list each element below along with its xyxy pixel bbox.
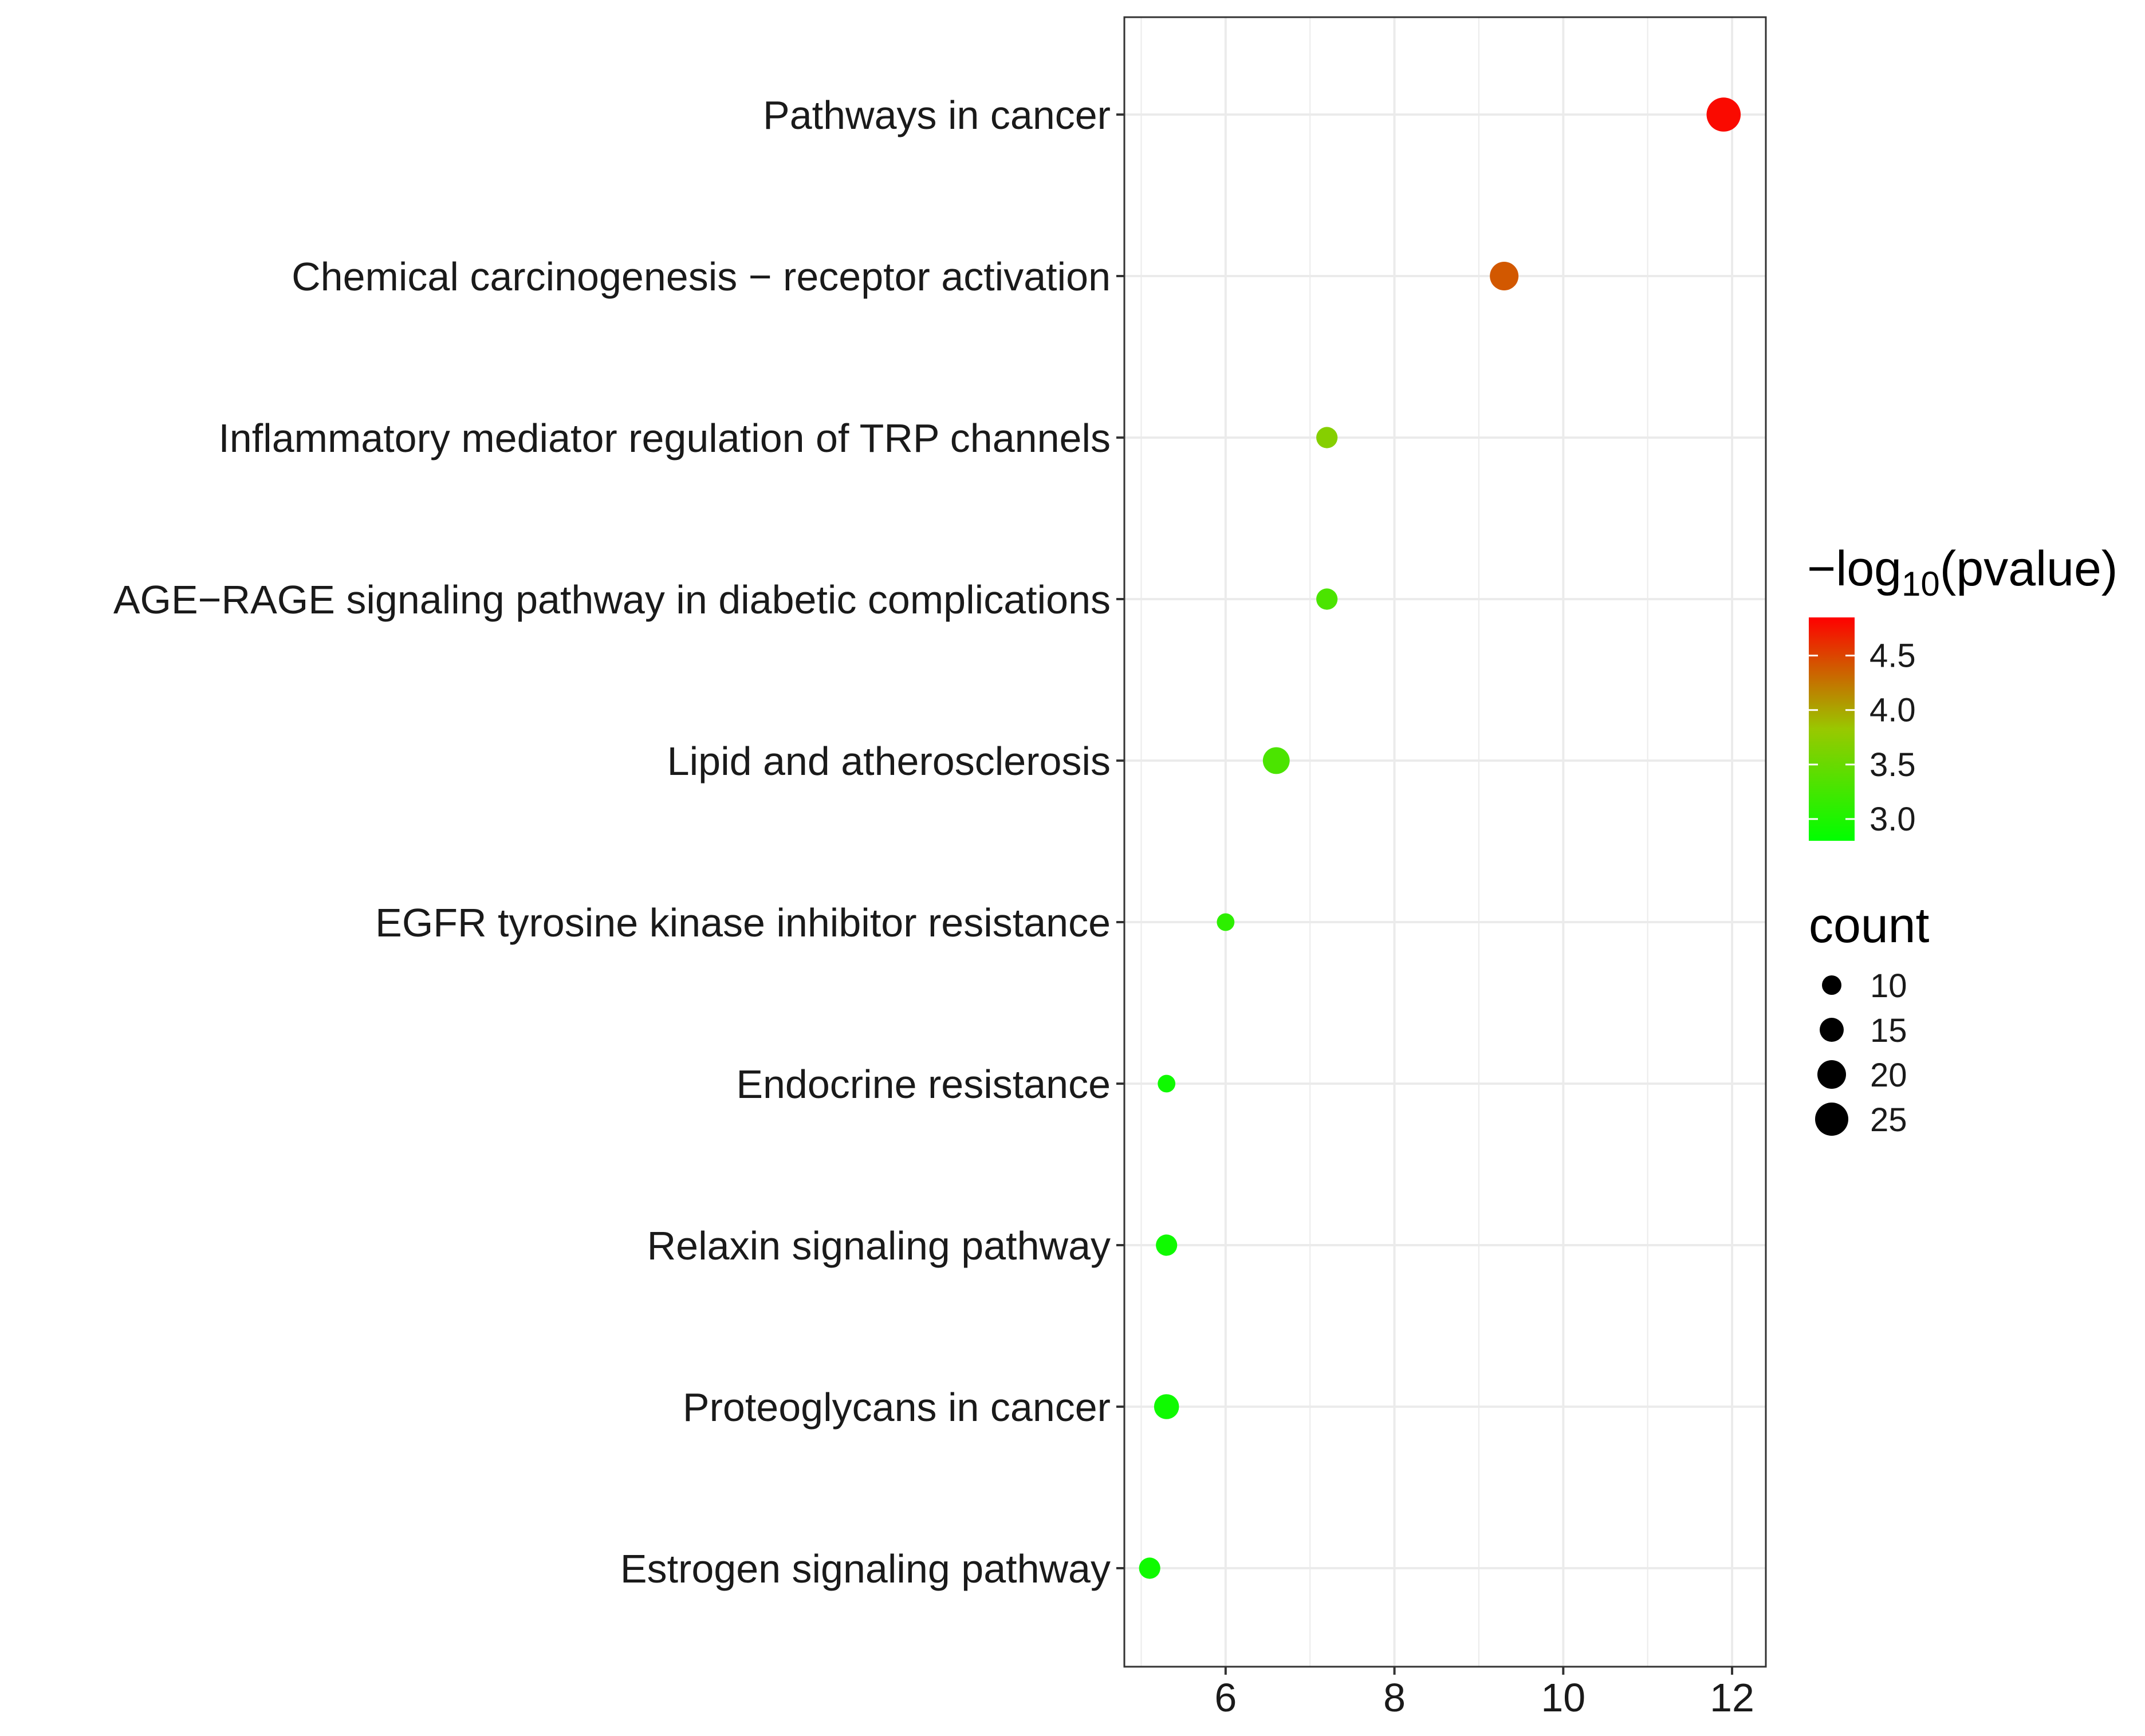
color-legend-title-tail: (pvalue) xyxy=(1940,541,2118,596)
plot-panel-border xyxy=(1123,16,1767,1668)
y-label-age-rage-signaling-pathway-in-diabetic-complications: AGE−RAGE signaling pathway in diabetic c… xyxy=(113,577,1111,622)
size-legend-dot-25 xyxy=(1815,1103,1848,1136)
color-legend-title-sub: 10 xyxy=(1902,565,1940,603)
x-axis-labels: 6 8 10 12 xyxy=(1214,1675,1754,1720)
point-proteoglycans-in-cancer xyxy=(1154,1394,1179,1419)
point-chemical-carcinogenesis-receptor-activation xyxy=(1490,262,1519,290)
y-label-proteoglycans-in-cancer: Proteoglycans in cancer xyxy=(683,1385,1111,1430)
colorbar-ticks: 3.0 3.5 4.0 4.5 xyxy=(1809,637,1916,838)
size-legend-label-25: 25 xyxy=(1870,1101,1907,1139)
size-legend-label-20: 20 xyxy=(1870,1057,1907,1094)
size-legend-dot-20 xyxy=(1817,1060,1846,1089)
colorbar-label-2: 4.0 xyxy=(1870,692,1916,729)
size-legend: count 10 15 20 25 xyxy=(1809,898,1929,1139)
color-legend: −log10(pvalue) 3.0 3.5 4.0 4.5 xyxy=(1807,541,2118,841)
y-label-inflammatory-mediator-regulation-of-trp-channels: Inflammatory mediator regulation of TRP … xyxy=(218,416,1111,460)
point-age-rage-signaling-pathway-in-diabetic-complications xyxy=(1316,588,1338,610)
data-points xyxy=(1139,97,1741,1579)
colorbar xyxy=(1809,617,1855,841)
point-lipid-and-atherosclerosis xyxy=(1262,747,1290,774)
y-label-pathways-in-cancer: Pathways in cancer xyxy=(763,93,1111,137)
x-label-10: 10 xyxy=(1541,1675,1585,1720)
colorbar-label-1: 3.5 xyxy=(1870,746,1916,784)
major-gridlines xyxy=(1124,17,1766,1667)
point-endocrine-resistance xyxy=(1158,1074,1176,1093)
point-pathways-in-cancer xyxy=(1706,97,1741,132)
y-label-estrogen-signaling-pathway: Estrogen signaling pathway xyxy=(620,1546,1111,1591)
size-legend-label-10: 10 xyxy=(1870,967,1907,1005)
y-axis-ticks xyxy=(1116,113,1124,1569)
y-label-lipid-and-atherosclerosis: Lipid and atherosclerosis xyxy=(667,739,1111,784)
y-label-chemical-carcinogenesis-receptor-activation: Chemical carcinogenesis − receptor activ… xyxy=(292,254,1111,299)
x-label-6: 6 xyxy=(1214,1675,1237,1720)
size-legend-dot-10 xyxy=(1822,975,1841,995)
color-legend-title: −log10(pvalue) xyxy=(1807,541,2118,603)
colorbar-label-0: 3.0 xyxy=(1870,801,1916,838)
point-relaxin-signaling-pathway xyxy=(1156,1234,1178,1256)
point-inflammatory-mediator-regulation-of-trp-channels xyxy=(1316,427,1338,448)
x-label-12: 12 xyxy=(1710,1675,1754,1720)
color-legend-title-main: −log xyxy=(1807,541,1902,596)
minor-gridlines xyxy=(1140,17,1648,1667)
colorbar-label-3: 4.5 xyxy=(1870,637,1916,675)
plot-panel-background xyxy=(1124,17,1766,1667)
y-axis-labels: Pathways in cancer Chemical carcinogenesi… xyxy=(113,93,1111,1591)
y-label-relaxin-signaling-pathway: Relaxin signaling pathway xyxy=(647,1223,1111,1268)
size-legend-label-15: 15 xyxy=(1870,1012,1907,1049)
size-legend-title: count xyxy=(1809,898,1929,953)
size-legend-dot-15 xyxy=(1820,1018,1844,1042)
y-label-endocrine-resistance: Endocrine resistance xyxy=(736,1062,1111,1107)
point-estrogen-signaling-pathway xyxy=(1139,1557,1160,1579)
y-label-egfr-tyrosine-kinase-inhibitor-resistance: EGFR tyrosine kinase inhibitor resistanc… xyxy=(375,900,1111,945)
point-egfr-tyrosine-kinase-inhibitor-resistance xyxy=(1217,913,1235,931)
x-label-8: 8 xyxy=(1383,1675,1406,1720)
size-legend-items: 10 15 20 25 xyxy=(1815,967,1907,1139)
x-axis-ticks xyxy=(1224,1667,1734,1675)
